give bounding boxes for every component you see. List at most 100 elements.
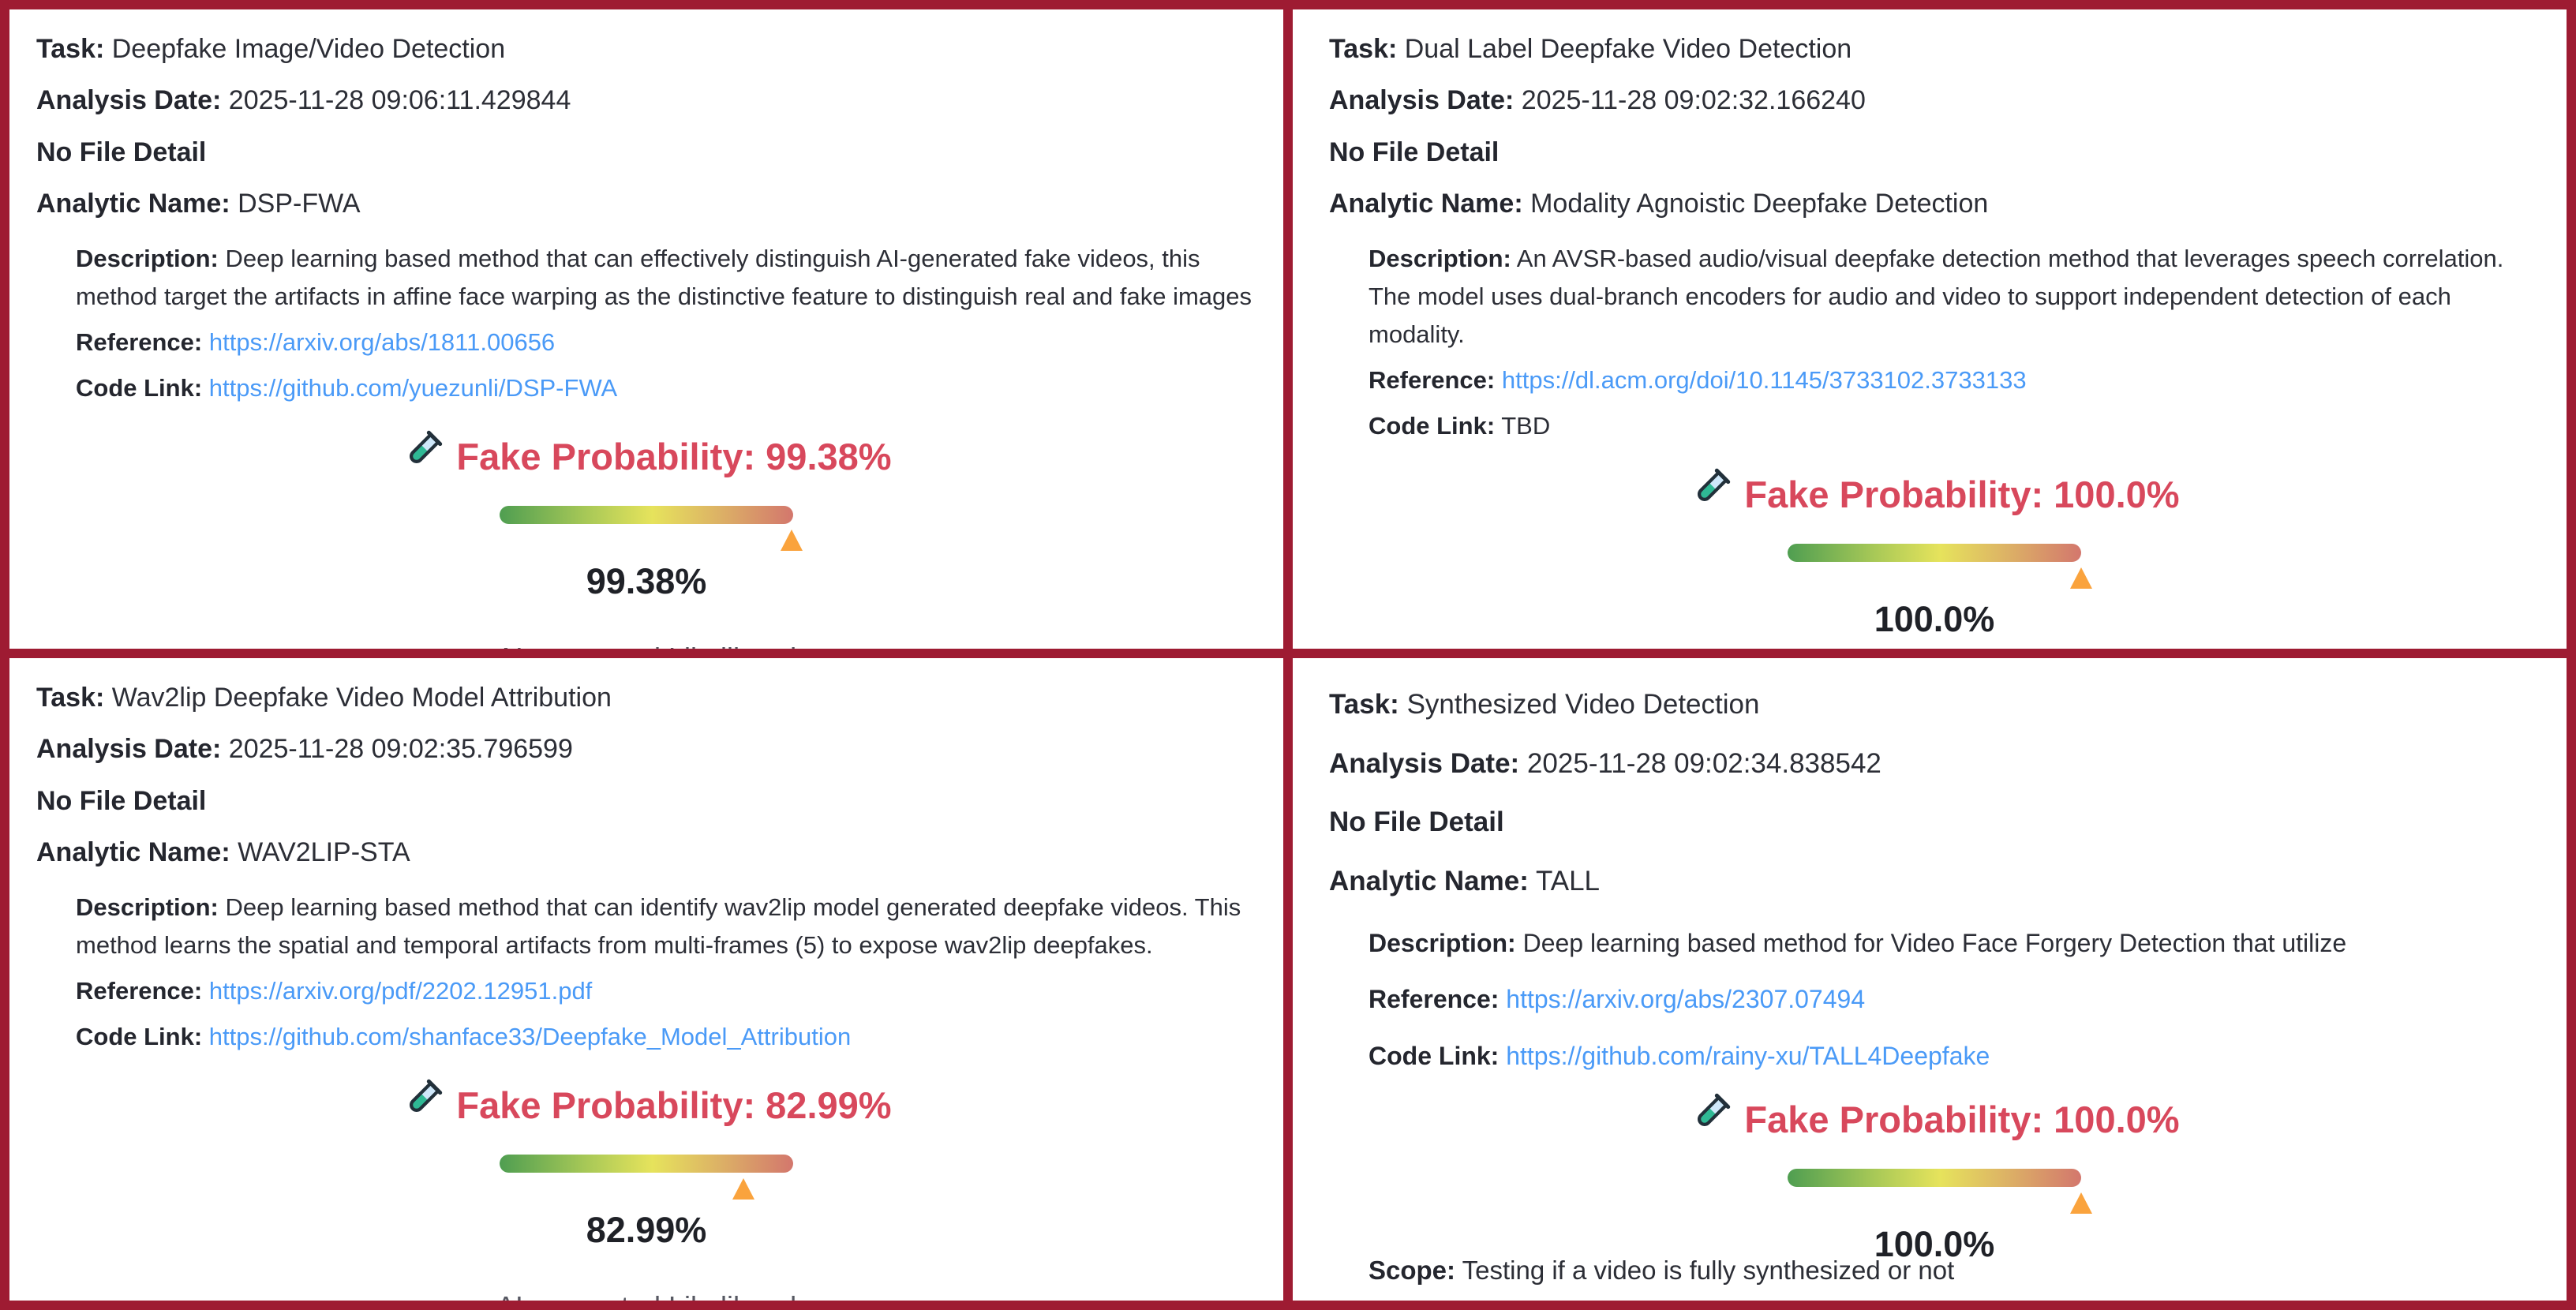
task-value: Wav2lip Deepfake Video Model Attribution — [111, 683, 612, 713]
file-detail-line: No File Detail — [36, 785, 207, 816]
gauge-caption: AI-generated Likelihood — [36, 642, 1256, 649]
code-link[interactable]: https://github.com/rainy-xu/TALL4Deepfak… — [1506, 1041, 1990, 1070]
gauge-marker-icon — [780, 530, 803, 552]
reference-line: Reference: https://arxiv.org/pdf/2202.12… — [76, 976, 593, 1005]
gradient-bar — [500, 1155, 793, 1173]
analytic-name-value: Modality Agnoistic Deepfake Detection — [1530, 189, 1989, 219]
analysis-card-wav2lip-sta: Task: Wav2lip Deepfake Video Model Attri… — [5, 653, 1288, 1305]
probability-gauge — [1788, 544, 2092, 590]
file-detail-line: No File Detail — [1329, 807, 1504, 838]
task-value: Dual Label Deepfake Video Detection — [1404, 34, 1852, 64]
analysis-date-label: Analysis Date: — [36, 85, 222, 116]
code-link-line: Code Link: https://github.com/shanface33… — [76, 1023, 852, 1051]
probability-section: Fake Probability: 82.99% 82.99% AI-gener… — [36, 1079, 1256, 1301]
probability-gauge — [500, 1155, 793, 1200]
analysis-date-line: Analysis Date: 2025-11-28 09:02:35.79659… — [36, 733, 1256, 765]
analytic-detail-block: Description: An AVSR-based audio/visual … — [1368, 240, 2540, 445]
analysis-card-tall: Task: Synthesized Video Detection Analys… — [1288, 653, 2571, 1305]
gradient-bar — [500, 506, 793, 525]
file-detail-line: No File Detail — [1329, 137, 1500, 167]
probability-heading: Fake Probability: 99.38% — [36, 430, 1256, 485]
gradient-bar — [1788, 544, 2081, 563]
reference-link[interactable]: https://dl.acm.org/doi/10.1145/3733102.3… — [1501, 366, 2027, 395]
code-link-value: TBD — [1501, 412, 1551, 440]
analysis-date-value: 2025-11-28 09:02:35.796599 — [228, 734, 573, 765]
analysis-date-value: 2025-11-28 09:02:34.838542 — [1526, 747, 1881, 779]
reference-line: Reference: https://arxiv.org/abs/1811.00… — [76, 328, 556, 356]
analytic-name-line: Analytic Name: TALL — [1329, 865, 2540, 899]
analytic-name-value: DSP-FWA — [238, 189, 361, 219]
reference-link[interactable]: https://arxiv.org/pdf/2202.12951.pdf — [208, 976, 593, 1005]
probability-section: Fake Probability: 100.0% 100.0% AI-gener… — [1329, 1093, 2540, 1301]
reference-line: Reference: https://dl.acm.org/doi/10.114… — [1368, 366, 2027, 395]
code-link[interactable]: https://github.com/shanface33/Deepfake_M… — [208, 1023, 852, 1051]
probability-value: 99.38% — [586, 561, 707, 602]
probability-gauge — [1788, 1168, 2092, 1214]
code-link[interactable]: https://github.com/yuezunli/DSP-FWA — [208, 374, 618, 402]
gauge-marker-icon — [732, 1178, 754, 1200]
gauge-marker-icon — [2070, 1192, 2092, 1214]
probability-section: Fake Probability: 99.38% 99.38% AI-gener… — [36, 430, 1256, 649]
analysis-card-dsp-fwa: Task: Deepfake Image/Video Detection Ana… — [5, 5, 1288, 653]
probability-gauge — [500, 506, 803, 552]
code-link-line: Code Link: TBD — [1368, 412, 1551, 440]
test-tube-icon — [401, 1078, 444, 1129]
probability-value: 82.99% — [586, 1210, 707, 1251]
reference-link[interactable]: https://arxiv.org/abs/1811.00656 — [208, 328, 556, 356]
gradient-bar — [1788, 1168, 2081, 1187]
analysis-card-modality-agnostic: Task: Dual Label Deepfake Video Detectio… — [1288, 5, 2571, 653]
analytic-name-value: WAV2LIP-STA — [238, 837, 410, 868]
description-line: Description: An AVSR-based audio/visual … — [1368, 244, 2504, 348]
description-line: Description: Deep learning based method … — [1368, 928, 2347, 957]
gauge-caption: AI-generated Likelihood — [36, 1290, 1256, 1301]
analysis-date-line: Analysis Date: 2025-11-28 09:06:11.42984… — [36, 84, 1256, 117]
analytic-name-label: Analytic Name: — [1329, 866, 1529, 897]
analytic-name-line: Analytic Name: Modality Agnoistic Deepfa… — [1329, 188, 2540, 220]
analytic-detail-block: Description: Deep learning based method … — [76, 240, 1256, 407]
analytic-name-label: Analytic Name: — [36, 837, 230, 868]
task-label: Task: — [1329, 34, 1398, 64]
analytic-name-value: TALL — [1535, 866, 1601, 897]
probability-heading: Fake Probability: 100.0% — [1329, 1093, 2540, 1148]
reference-line: Reference: https://arxiv.org/abs/2307.07… — [1368, 985, 1866, 1014]
probability-heading: Fake Probability: 100.0% — [1329, 468, 2540, 523]
test-tube-icon — [1689, 1092, 1732, 1143]
description-line: Description: Deep learning based method … — [76, 893, 1241, 959]
analytic-name-label: Analytic Name: — [36, 189, 230, 219]
probability-value: 100.0% — [1874, 599, 1995, 640]
probability-section: Fake Probability: 100.0% 100.0% AI-gener… — [1329, 468, 2540, 649]
analytic-detail-block: Description: Deep learning based method … — [76, 889, 1256, 1056]
task-line: Task: Dual Label Deepfake Video Detectio… — [1329, 33, 2540, 66]
task-line: Task: Synthesized Video Detection — [1329, 688, 2540, 722]
file-detail-line: No File Detail — [36, 137, 207, 167]
scope-line: Scope: Testing if a video is fully synth… — [1368, 1255, 1955, 1285]
analytic-detail-block: Description: Deep learning based method … — [1368, 924, 2540, 1076]
analytic-name-line: Analytic Name: WAV2LIP-STA — [36, 837, 1256, 869]
analysis-date-label: Analysis Date: — [36, 734, 222, 765]
code-link-line: Code Link: https://github.com/yuezunli/D… — [76, 374, 618, 402]
task-line: Task: Deepfake Image/Video Detection — [36, 33, 1256, 66]
analysis-date-label: Analysis Date: — [1329, 747, 1520, 779]
analytic-name-line: Analytic Name: DSP-FWA — [36, 188, 1256, 220]
test-tube-icon — [1689, 467, 1732, 518]
probability-heading: Fake Probability: 82.99% — [36, 1079, 1256, 1134]
description-line: Description: Deep learning based method … — [76, 244, 1252, 310]
analysis-date-value: 2025-11-28 09:06:11.429844 — [228, 85, 571, 116]
code-link-line: Code Link: https://github.com/rainy-xu/T… — [1368, 1041, 1990, 1070]
analysis-date-label: Analysis Date: — [1329, 85, 1515, 116]
task-line: Task: Wav2lip Deepfake Video Model Attri… — [36, 682, 1256, 714]
task-label: Task: — [36, 683, 105, 713]
probability-value: 100.0% — [1874, 1223, 1995, 1264]
test-tube-icon — [401, 429, 444, 481]
reference-link[interactable]: https://arxiv.org/abs/2307.07494 — [1506, 985, 1866, 1014]
task-value: Synthesized Video Detection — [1406, 689, 1760, 720]
analysis-date-value: 2025-11-28 09:02:32.166240 — [1521, 85, 1866, 116]
task-value: Deepfake Image/Video Detection — [111, 34, 506, 64]
analytic-name-label: Analytic Name: — [1329, 189, 1523, 219]
task-label: Task: — [1329, 689, 1399, 720]
task-label: Task: — [36, 34, 105, 64]
analysis-date-line: Analysis Date: 2025-11-28 09:02:32.16624… — [1329, 84, 2540, 117]
gauge-marker-icon — [2070, 567, 2092, 590]
analysis-date-line: Analysis Date: 2025-11-28 09:02:34.83854… — [1329, 747, 2540, 781]
